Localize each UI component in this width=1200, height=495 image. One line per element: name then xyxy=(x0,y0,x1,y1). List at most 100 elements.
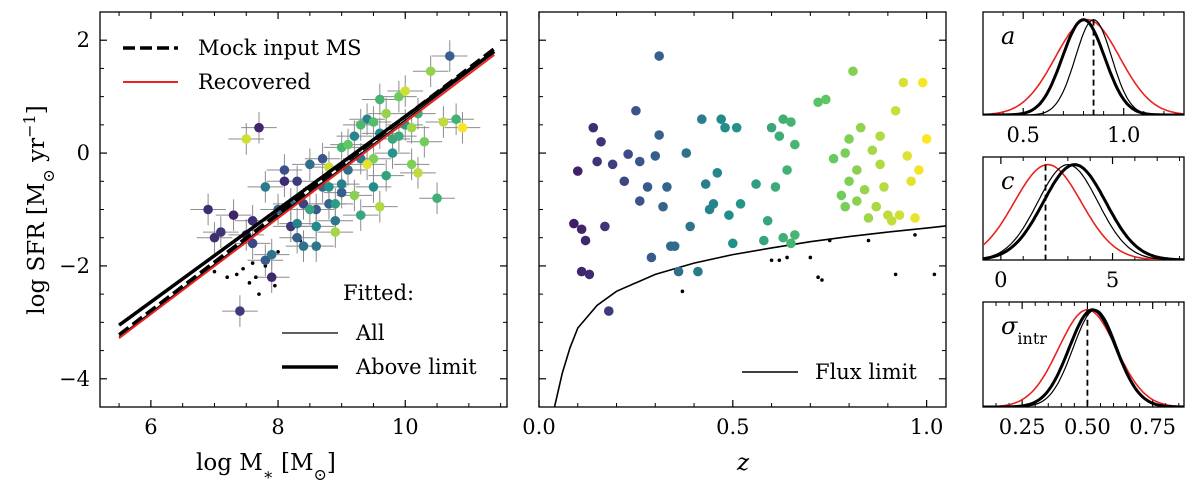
data-point xyxy=(419,136,430,147)
middle-ticks: 0.0 0.5 1.0 xyxy=(522,11,946,439)
left-x-axis-title: log M∗ [M⊙] xyxy=(196,450,336,484)
data-point xyxy=(572,166,583,176)
data-point xyxy=(260,182,271,192)
data-point xyxy=(778,232,788,243)
below-limit-point xyxy=(866,238,871,243)
data-point xyxy=(654,130,664,140)
ylabel-unit: yr xyxy=(24,138,50,169)
data-point xyxy=(235,306,245,316)
data-point xyxy=(580,235,591,246)
data-point xyxy=(381,108,391,119)
data-point xyxy=(247,215,258,226)
data-point xyxy=(432,193,442,204)
ylabel-sup: −1 xyxy=(20,114,39,138)
flux-limit-curve xyxy=(553,225,946,407)
data-point xyxy=(305,159,315,170)
data-point xyxy=(425,66,436,77)
data-point xyxy=(669,241,680,251)
below-limit-point xyxy=(932,272,937,277)
posterior-curve-thick xyxy=(983,308,1184,407)
xlabel-close: ] xyxy=(327,450,336,476)
left-fit-lines xyxy=(118,47,496,339)
data-point xyxy=(654,51,664,61)
below-limit-point xyxy=(785,255,789,260)
data-point xyxy=(368,117,379,127)
data-point xyxy=(355,210,366,220)
xlabel-sun: ⊙ xyxy=(314,465,327,484)
data-point xyxy=(588,122,599,133)
left-legend-main: Mock input MS Recovered xyxy=(123,36,362,94)
data-point xyxy=(349,190,360,201)
ylabel-main: log SFR [M xyxy=(24,183,50,315)
data-point xyxy=(914,165,924,175)
data-point xyxy=(387,148,398,158)
xlabel-unit: [M xyxy=(274,450,314,476)
data-point xyxy=(592,156,602,167)
right-panel-a: 0.5 1.0 a xyxy=(982,11,1185,147)
middle-plot-frame xyxy=(538,11,947,408)
panel-label: a xyxy=(1001,22,1015,50)
data-point xyxy=(836,190,847,201)
x-tick-label: 0.75 xyxy=(1129,415,1176,439)
data-point xyxy=(751,179,761,189)
data-point xyxy=(871,201,882,212)
data-point xyxy=(697,114,707,125)
data-point xyxy=(438,117,449,127)
data-point xyxy=(330,227,341,237)
x-tick-label: 0.0 xyxy=(522,415,555,439)
middle-x-axis-title: z xyxy=(736,450,750,476)
data-point xyxy=(708,199,719,209)
below-limit-point xyxy=(816,275,820,280)
data-point xyxy=(720,122,730,133)
data-point xyxy=(790,139,800,150)
data-point xyxy=(650,151,661,161)
x-tick-label: 10 xyxy=(392,415,419,439)
below-limit-point xyxy=(225,275,229,280)
data-point xyxy=(673,266,684,277)
data-point xyxy=(735,199,746,209)
data-point xyxy=(790,230,800,240)
data-point xyxy=(786,238,796,249)
data-point xyxy=(685,221,695,232)
posterior-curves xyxy=(983,163,1184,260)
below-limit-point xyxy=(808,255,813,260)
data-point xyxy=(260,255,271,266)
data-point xyxy=(241,134,252,144)
fit-line-mock-input-ms xyxy=(118,47,496,337)
data-point xyxy=(844,176,854,187)
data-point xyxy=(336,187,347,198)
data-point xyxy=(759,235,769,246)
below-limit-point xyxy=(273,283,277,288)
panel-label: σintr xyxy=(1001,312,1047,348)
left-panel-msfr: 6 8 10 −4 −2 0 2 Mock input MS Recovered Fitte… xyxy=(20,11,508,484)
data-point xyxy=(247,238,258,249)
below-limit-point xyxy=(913,233,917,237)
legend-above-label: Above limit xyxy=(355,355,477,379)
data-point xyxy=(898,77,909,88)
data-point xyxy=(457,122,468,133)
data-point xyxy=(305,204,315,215)
x-tick-label: 0.5 xyxy=(1006,123,1039,147)
data-point xyxy=(886,215,897,226)
data-point xyxy=(362,159,372,170)
data-point xyxy=(859,184,870,195)
data-point xyxy=(879,182,889,192)
data-point xyxy=(774,131,785,141)
posterior-curves xyxy=(983,308,1184,407)
below-limit-point xyxy=(254,275,258,280)
x-tick-label: 1.0 xyxy=(910,415,943,439)
x-tick-label: 8 xyxy=(271,415,284,439)
data-point xyxy=(413,168,423,178)
data-point xyxy=(375,201,385,212)
data-point xyxy=(867,145,878,156)
data-point xyxy=(902,151,913,161)
left-below-limit-points xyxy=(212,235,303,296)
posterior-curve-red xyxy=(983,308,1184,407)
data-point xyxy=(349,131,360,141)
data-point xyxy=(330,199,341,209)
fit-line-recovered xyxy=(118,54,495,339)
left-ticks: 6 8 10 −4 −2 0 2 xyxy=(59,11,507,439)
middle-legend: Flux limit xyxy=(742,360,917,384)
data-point xyxy=(770,182,781,192)
legend-all-label: All xyxy=(355,321,385,345)
